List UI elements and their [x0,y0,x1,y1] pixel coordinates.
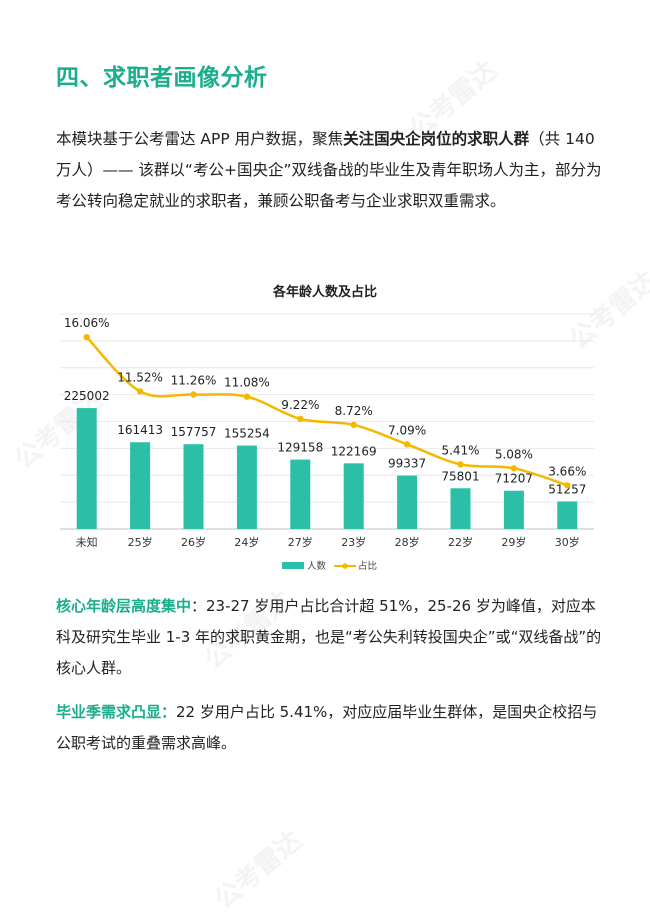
intro-highlight: 关注国央企岗位的求职人群 [343,130,530,148]
x-tick-label: 22岁 [448,535,473,549]
insight-graduation: 毕业季需求凸显：22 岁用户占比 5.41%，对应应届毕业生群体，是国央企校招与… [56,697,604,759]
legend-marker-line [342,563,348,569]
chart-title: 各年龄人数及占比 [272,285,377,300]
percentage-point [190,391,197,398]
percentage-label: 7.09% [388,423,426,437]
bar-value-label: 75801 [441,469,479,483]
bar-value-label: 161413 [117,423,163,437]
bar-value-label: 51257 [548,482,586,496]
insight-core-age: 核心年龄层高度集中：23-27 岁用户占比合计超 51%，25-26 岁为峰值，… [56,591,604,684]
percentage-point [350,421,357,429]
x-tick-label: 25岁 [128,535,153,549]
percentage-label: 5.08% [495,447,533,461]
bar-value-label: 155254 [224,427,270,441]
bar [397,475,418,529]
percentage-point [136,388,144,395]
percentage-point [243,393,251,400]
bar-value-label: 225002 [64,389,110,403]
insight-graduation-lead: 毕业季需求凸显： [56,703,177,721]
insight-graduation-text: 22 岁用户占比 5.41%，对应应届毕业生群体，是国央企校招与公职考试的重叠需… [56,703,598,752]
section-heading: 四、求职者画像分析 [56,65,268,91]
percentage-label: 3.66% [548,464,586,478]
percentage-point [510,465,518,472]
percentage-label: 11.26% [171,374,217,388]
percentage-point [403,441,411,448]
percentage-point [297,415,304,423]
intro-text: 本模块基于公考雷达 APP 用户数据，聚焦 [56,130,344,148]
bar [343,463,364,529]
bar [76,408,97,529]
insight-core-age-lead: 核心年龄层高度集中 [56,597,192,615]
bar [557,501,578,529]
bar [503,490,524,529]
percentage-point [83,333,90,341]
intro-text-continued: （共 140 万人）—— 该群以“考公+国央企”双线备战的毕业生及青年职场人为主… [56,130,602,210]
percentage-point [564,482,571,489]
x-tick-label: 27岁 [288,535,313,549]
x-tick-label: 30岁 [555,535,580,549]
legend-label-bars: 人数 [307,560,327,572]
percentage-line [85,336,568,487]
percentage-label: 11.08% [224,376,270,390]
bar-value-label: 99337 [388,457,426,471]
percentage-label: 8.72% [335,404,373,418]
bar [236,445,257,529]
bar [450,488,471,529]
percentage-point [457,461,464,468]
x-tick-label: 28岁 [395,535,420,549]
age-distribution-chart: 225002 未知 161413 25岁 157757 26岁 155254 24岁 12915… [60,313,594,572]
watermark: 公考雷达 [209,825,309,916]
bar-value-label: 129158 [277,441,323,455]
x-tick-label: 26岁 [181,535,206,549]
percentage-label: 9.22% [281,398,319,412]
bar [290,459,311,529]
x-tick-label: 23岁 [341,535,366,549]
legend-label-line: 占比 [358,560,377,572]
bar-value-label: 157757 [171,425,217,439]
x-tick-label: 29岁 [501,535,526,549]
bar [130,442,151,529]
percentage-label: 16.06% [64,316,110,330]
bar-value-label: 122169 [331,444,377,458]
percentage-label: 11.52% [117,370,163,384]
intro-paragraph: 本模块基于公考雷达 APP 用户数据，聚焦关注国央企岗位的求职人群（共 140 … [56,124,604,217]
bar [183,444,204,529]
bar-value-label: 71207 [495,472,533,486]
percentage-label: 5.41% [441,443,479,457]
legend-swatch-bars [282,562,304,569]
x-tick-label: 未知 [76,535,98,549]
insight-core-age-text: ：23-27 岁用户占比合计超 51%，25-26 岁为峰值，对应本科及研究生毕… [56,597,602,677]
x-tick-label: 24岁 [234,535,259,549]
